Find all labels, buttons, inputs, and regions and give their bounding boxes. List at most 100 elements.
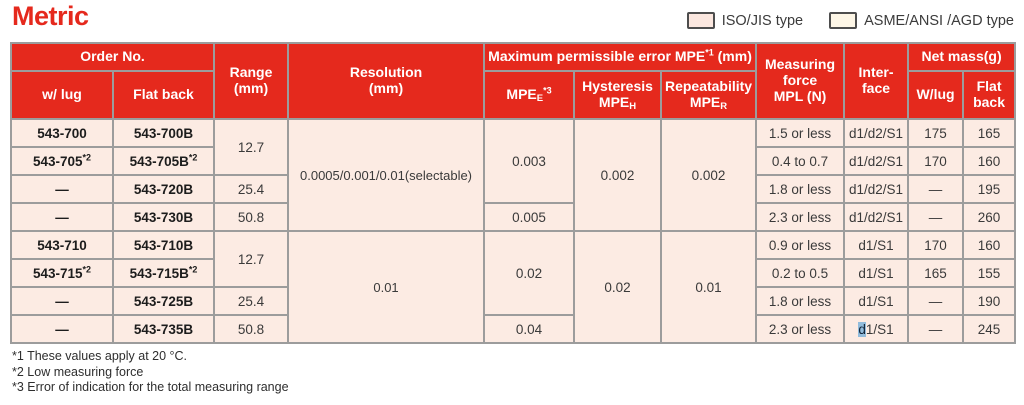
cell-range: 25.4 [213, 286, 290, 316]
footnote-2: *2 Low measuring force [12, 364, 144, 379]
cell-mpee: 0.04 [483, 314, 576, 344]
cell-order-lug: — [10, 174, 114, 204]
cell-order-flat: 543-735B [111, 314, 216, 344]
cell-order-flat: 543-700B [111, 118, 216, 148]
cell-order-lug: 543-710 [10, 230, 114, 260]
cell-interface: d1/S1 [843, 230, 910, 260]
table-row: 543-715*2 543-715B*2 0.2 to 0.5 d1/S1 16… [10, 258, 1017, 288]
cell-interface: d1/S1 [843, 258, 910, 288]
cell-hysteresis: 0.002 [573, 118, 663, 232]
table-row: — 543-730B 50.8 0.005 2.3 or less d1/d2/… [10, 202, 1017, 232]
cell-mass-lug: 165 [907, 258, 965, 288]
metric-spec-table: Order No. Range (mm) Resolution (mm) Max… [9, 42, 1017, 344]
cell-mpee: 0.02 [483, 230, 576, 316]
cell-mpee: 0.003 [483, 118, 576, 204]
selected-text: d [858, 321, 866, 337]
cell-order-flat: 543-730B [111, 202, 216, 232]
cell-range: 12.7 [213, 230, 290, 288]
cell-order-flat: 543-705B*2 [111, 146, 216, 176]
cell-force: 1.8 or less [755, 286, 846, 316]
header-mass-w-lug: W/lug [907, 70, 965, 120]
cell-order-flat: 543-715B*2 [111, 258, 216, 288]
footnotes: *1 These values apply at 20 °C. *2 Low m… [12, 349, 289, 396]
header-net-mass: Net mass(g) [907, 42, 1017, 72]
cell-resolution: 0.0005/0.001/0.01(selectable) [287, 118, 486, 232]
page-title: Metric [12, 1, 89, 31]
table-row: 543-710 543-710B 12.7 0.01 0.02 0.02 0.0… [10, 230, 1017, 344]
header-repeatability: Repeatability MPER [660, 70, 758, 120]
header-measuring-force: Measuring force MPL (N) [755, 42, 846, 120]
cell-order-lug: 543-705*2 [10, 146, 114, 176]
table-row: 543-705*2 543-705B*2 0.4 to 0.7 d1/d2/S1… [10, 146, 1017, 176]
cell-order-lug: 543-700 [10, 118, 114, 148]
cell-mass-flat: 160 [962, 146, 1017, 176]
cell-mass-flat: 165 [962, 118, 1017, 148]
footnote-3: *3 Error of indication for the total mea… [12, 380, 289, 394]
header-mpe-group: Maximum permissible error MPE*1 (mm) [483, 42, 758, 72]
cell-mass-lug: — [907, 174, 965, 204]
cell-force: 1.5 or less [755, 118, 846, 148]
cell-mass-lug: 175 [907, 118, 965, 148]
cell-mass-lug: — [907, 314, 965, 344]
cell-force: 2.3 or less [755, 202, 846, 232]
header-row-1: Order No. Range (mm) Resolution (mm) Max… [9, 42, 1017, 120]
iso-jis-swatch [686, 12, 715, 29]
header-mass-flat-back: Flat back [962, 70, 1017, 120]
cell-order-lug: — [10, 286, 114, 316]
legend-label: ISO/JIS type [721, 12, 804, 29]
cell-range: 50.8 [213, 314, 290, 344]
cell-mass-flat: 160 [962, 230, 1017, 260]
header-range: Range (mm) [213, 42, 290, 120]
cell-mass-lug: — [907, 286, 965, 316]
cell-order-lug: — [10, 202, 114, 232]
cell-order-lug: — [10, 314, 114, 344]
legend-label: ASME/ANSI /AGD type [864, 12, 1014, 29]
cell-hysteresis: 0.02 [573, 230, 663, 344]
cell-interface: d1/d2/S1 [843, 174, 910, 204]
cell-mass-lug: 170 [907, 230, 965, 260]
table-row: 543-700 543-700B 12.7 0.0005/0.001/0.01(… [10, 118, 1017, 232]
table-row: — 543-720B 25.4 1.8 or less d1/d2/S1 — 1… [10, 174, 1017, 204]
cell-interface: d1/d2/S1 [843, 146, 910, 176]
cell-mass-flat: 155 [962, 258, 1017, 288]
cell-force: 0.4 to 0.7 [755, 146, 846, 176]
cell-force: 2.3 or less [755, 314, 846, 344]
header-flat-back: Flat back [111, 70, 216, 120]
cell-range: 12.7 [213, 118, 290, 176]
cell-range: 50.8 [213, 202, 290, 232]
cell-repeatability: 0.002 [660, 118, 758, 232]
cell-interface: d1/S1 [843, 314, 910, 344]
type-legend: ISO/JIS type ASME/ANSI /AGD type [686, 12, 1014, 29]
cell-force: 1.8 or less [755, 174, 846, 204]
cell-mass-flat: 245 [962, 314, 1017, 344]
header-order-no: Order No. [9, 42, 216, 72]
table-row: — 543-735B 50.8 0.04 2.3 or less d1/S1 —… [10, 314, 1017, 344]
cell-mpee: 0.005 [483, 202, 576, 232]
header-w-lug: w/ lug [10, 70, 114, 120]
header-interface: Inter- face [843, 42, 910, 120]
cell-interface: d1/d2/S1 [843, 202, 910, 232]
cell-range: 25.4 [213, 174, 290, 204]
header-hysteresis: Hysteresis MPEH [573, 70, 663, 120]
cell-mass-flat: 260 [962, 202, 1017, 232]
cell-mass-lug: 170 [907, 146, 965, 176]
asme-ansi-agd-swatch [829, 12, 858, 29]
cell-mass-flat: 195 [962, 174, 1017, 204]
cell-force: 0.9 or less [755, 230, 846, 260]
legend-item-asme-ansi-agd: ASME/ANSI /AGD type [829, 12, 1014, 29]
cell-interface: d1/d2/S1 [843, 118, 910, 148]
header-resolution: Resolution (mm) [287, 42, 486, 120]
header-mpee: MPEE*3 [483, 70, 576, 120]
cell-interface: d1/S1 [843, 286, 910, 316]
cell-resolution: 0.01 [287, 230, 486, 344]
cell-repeatability: 0.01 [660, 230, 758, 344]
cell-order-flat: 543-710B [111, 230, 216, 260]
cell-order-flat: 543-725B [111, 286, 216, 316]
cell-mass-lug: — [907, 202, 965, 232]
footnote-1: *1 These values apply at 20 °C. [12, 349, 188, 363]
table-row: — 543-725B 25.4 1.8 or less d1/S1 — 190 [10, 286, 1017, 316]
legend-item-iso-jis: ISO/JIS type [686, 12, 804, 29]
cell-force: 0.2 to 0.5 [755, 258, 846, 288]
cell-mass-flat: 190 [962, 286, 1017, 316]
header-row-2: w/ lug Flat back MPEE*3 Hysteresis MPEH R… [10, 70, 1017, 120]
